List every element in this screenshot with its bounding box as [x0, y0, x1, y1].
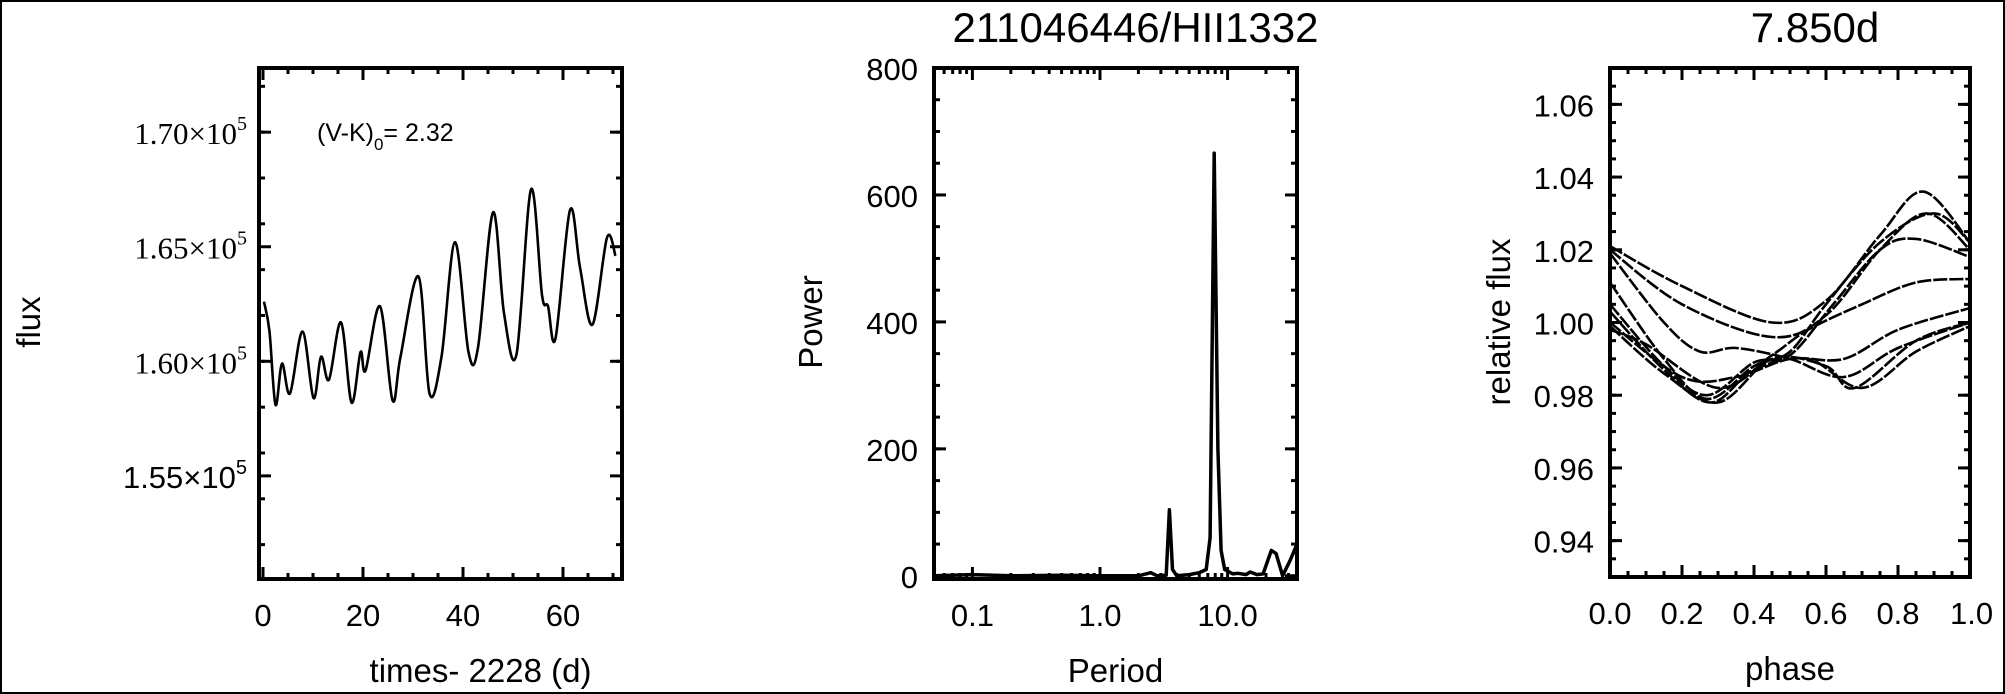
- x-tick-label: 0.0: [1588, 596, 1631, 631]
- panel-1: 0 20 40 601.55×1051.60×1051.65×1051.70×105t…: [10, 66, 624, 689]
- panel-3: 0.0 0.2 0.4 0.6 0.8 1.0 0.94 0.96 0.98 1.00 1.02 1.…: [1480, 4, 1993, 687]
- data-line-3: [1610, 252, 1970, 379]
- data-line-1: [1610, 190, 1970, 325]
- x-tick-label: 0.1: [951, 598, 994, 633]
- y-tick-mantissa: 1.55×10: [123, 460, 236, 495]
- y-axis-label: Power: [792, 275, 829, 369]
- x-tick-label: 0.8: [1876, 596, 1919, 631]
- data-line-8: [1610, 277, 1970, 390]
- x-tick-label: 10.0: [1197, 598, 1257, 633]
- chart-title: 211046446/HII1332: [953, 4, 1319, 51]
- y-tick-exponent: 5: [237, 342, 247, 364]
- y-tick-label: 1.02: [1534, 234, 1594, 269]
- y-axis-label: flux: [10, 296, 47, 348]
- panel-2: 0.1 1.0 10.0 0 200 400 600 800 Period Power 211046…: [792, 4, 1318, 689]
- plot-frame: [257, 66, 624, 581]
- x-tick-label: 60: [546, 598, 580, 633]
- annotation-subscript: 0: [374, 135, 383, 154]
- y-tick-label: 800: [866, 52, 918, 87]
- y-tick-label: 600: [866, 179, 918, 214]
- y-tick-label: 0.96: [1534, 452, 1594, 487]
- data-line-1: [934, 151, 1297, 578]
- y-tick-label: 400: [866, 306, 918, 341]
- x-tick-label: 0: [254, 598, 271, 633]
- y-tick-label: 1.55×105: [123, 457, 247, 495]
- chart-title: 7.850d: [1751, 4, 1879, 51]
- data-line-5: [1610, 237, 1970, 397]
- annotation-text: (V-K): [317, 119, 374, 147]
- y-tick-label: 1.06: [1534, 88, 1594, 123]
- y-tick-label: 0.94: [1534, 525, 1594, 560]
- y-tick-label: 1.60×105: [134, 342, 247, 380]
- x-axis-label: phase: [1745, 650, 1835, 687]
- data-line-2: [1610, 212, 1970, 339]
- data-line-7: [1610, 321, 1970, 404]
- x-axis-label: times- 2228 (d): [370, 652, 592, 689]
- data-line-9: [1610, 306, 1970, 384]
- y-tick-exponent: 5: [237, 113, 247, 135]
- y-tick-label: 1.04: [1534, 161, 1594, 196]
- data-line-4: [1610, 212, 1970, 401]
- y-tick-label: 0: [901, 560, 918, 595]
- x-axis-label: Period: [1068, 652, 1163, 689]
- y-tick-exponent: 5: [236, 457, 247, 479]
- y-tick-label: 0.98: [1534, 379, 1594, 414]
- y-tick-label: 1.00: [1534, 307, 1594, 342]
- y-tick-label: 200: [866, 433, 918, 468]
- x-tick-label: 1.0: [1078, 598, 1121, 633]
- x-tick-label: 0.6: [1804, 596, 1847, 631]
- x-tick-label: 1.0: [1950, 596, 1993, 631]
- y-tick-label: 1.65×105: [134, 228, 247, 266]
- plot-frame: [932, 66, 1299, 581]
- x-tick-label: 40: [446, 598, 480, 633]
- y-axis-label: relative flux: [1480, 238, 1517, 405]
- y-tick-mantissa: 1.70×10: [134, 116, 237, 151]
- color-index-annotation: (V-K)0= 2.32: [317, 119, 454, 154]
- y-tick-label: 1.70×105: [134, 113, 247, 151]
- x-tick-label: 0.4: [1732, 596, 1775, 631]
- data-line-1: [262, 187, 617, 407]
- y-tick-exponent: 5: [237, 228, 247, 250]
- y-tick-mantissa: 1.60×10: [134, 345, 237, 380]
- y-tick-mantissa: 1.65×10: [134, 231, 237, 266]
- x-tick-label: 0.2: [1660, 596, 1703, 631]
- annotation-value: = 2.32: [383, 119, 453, 147]
- x-tick-label: 20: [346, 598, 380, 633]
